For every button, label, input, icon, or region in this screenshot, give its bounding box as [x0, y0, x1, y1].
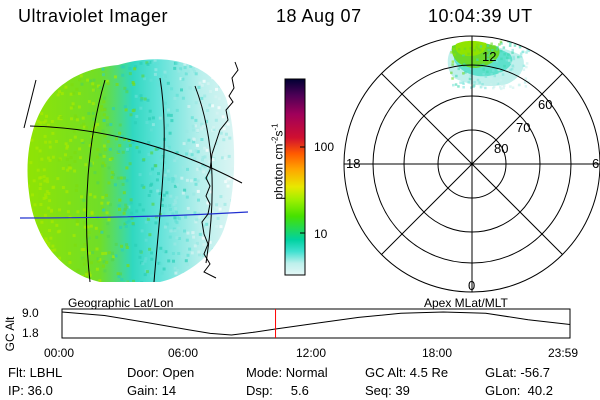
info-mode: Mode: Normal — [246, 365, 328, 380]
altitude-plot-frame — [61, 308, 571, 339]
info-glat: GLat: -56.7 — [485, 365, 551, 380]
time-label: 10:04:39 UT — [428, 6, 533, 26]
polar-label-70: 70 — [516, 120, 530, 135]
colorbar-label-sup2: -1 — [270, 123, 280, 131]
altitude-series-line — [61, 311, 571, 336]
altitude-xtick-3: 18:00 — [422, 346, 453, 360]
altitude-xtick-0: 00:00 — [44, 346, 75, 360]
info-gain: Gain: 14 — [127, 383, 177, 398]
date-label: 18 Aug 07 — [276, 6, 362, 26]
geo-blue-latitude-line — [19, 211, 249, 219]
colorbar — [284, 78, 306, 276]
apex-label: Apex MLat/MLT — [424, 296, 508, 310]
geo-grid-lines — [23, 77, 243, 283]
polar-mlat-mlt-plot: 12 0 18 6 60 70 80 — [343, 35, 600, 293]
altitude-ytick-min: 1.8 — [22, 326, 39, 340]
colorbar-label-main: photon cm — [271, 143, 286, 200]
info-glon: GLon: 40.2 — [485, 383, 553, 398]
colorbar-label-sup1: -2 — [270, 136, 280, 144]
polar-label-6: 6 — [592, 156, 599, 171]
polar-label-60: 60 — [538, 97, 552, 112]
polar-label-18: 18 — [346, 156, 360, 171]
geographic-label: Geographic Lat/Lon — [68, 296, 174, 310]
geo-coastline — [201, 61, 239, 279]
altitude-xtick-1: 06:00 — [168, 346, 199, 360]
polar-emission-patch — [447, 40, 531, 91]
colorbar-label-mid: s — [271, 130, 286, 137]
altitude-ytick-max: 9.0 — [22, 306, 39, 320]
colorbar-scale — [284, 78, 306, 276]
info-filter: Flt: LBHL — [8, 365, 63, 380]
polar-label-0: 0 — [468, 278, 475, 293]
info-ip: IP: 36.0 — [8, 383, 53, 398]
info-seq: Seq: 39 — [365, 383, 410, 398]
geographic-image — [19, 59, 249, 283]
polar-line-diag-b — [381, 73, 563, 255]
colorbar-tick-label-10: 10 — [314, 227, 328, 241]
polar-label-12: 12 — [482, 49, 496, 64]
instrument-title: Ultraviolet Imager — [18, 6, 169, 26]
geo-emission-map — [27, 59, 235, 283]
altitude-xtick-4: 23:59 — [548, 346, 579, 360]
info-gc-alt: GC Alt: 4.5 Re — [365, 365, 449, 380]
polar-label-80: 80 — [494, 141, 508, 156]
colorbar-tick-label-100: 100 — [314, 140, 335, 154]
altitude-xtick-2: 12:00 — [296, 346, 327, 360]
info-dsp: Dsp: 5.6 — [246, 383, 309, 398]
polar-grid — [343, 35, 600, 293]
altitude-plot — [61, 308, 571, 339]
info-door: Door: Open — [127, 365, 195, 380]
